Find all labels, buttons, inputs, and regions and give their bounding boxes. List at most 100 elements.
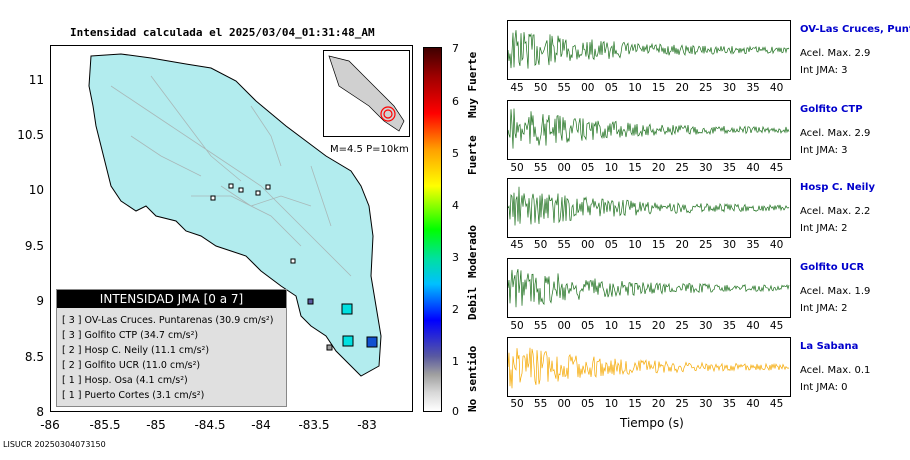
legend-row: [ 3 ] Golfito CTP (34.7 cm/s²)	[62, 330, 199, 341]
time-tick-label: 20	[651, 398, 666, 410]
time-tick-label: 50	[533, 82, 548, 94]
time-tick-label: 45	[510, 239, 524, 251]
waveform-panel[interactable]	[507, 20, 791, 80]
time-tick-label: 05	[604, 82, 619, 94]
time-tick-label: 25	[675, 162, 689, 174]
station-marker	[342, 335, 354, 347]
time-tick-label: 45	[510, 82, 524, 94]
intensity-colorbar	[423, 47, 442, 412]
time-tick-row: 45 50 55 00 05 10 15 20 25 30 35 40	[507, 82, 791, 94]
location-inset-map	[323, 50, 410, 137]
lat-tick: 9.5	[24, 239, 44, 253]
time-tick-label: 05	[604, 239, 619, 251]
time-tick-label: 40	[769, 82, 784, 94]
colorbar-word: Debil	[466, 286, 479, 320]
colorbar-word: Fuerte	[466, 135, 479, 175]
station-marker	[366, 336, 378, 348]
waveform-trace	[508, 347, 790, 389]
time-tick-label: 45	[769, 162, 784, 174]
time-tick-label: 20	[651, 320, 666, 332]
waveform-trace	[508, 30, 790, 69]
lon-tick: -85	[146, 418, 166, 432]
station-marker	[326, 344, 333, 351]
station-accel: Acel. Max. 2.9	[800, 48, 871, 59]
legend-row: [ 1 ] Puerto Cortes (3.1 cm/s²)	[62, 390, 205, 401]
colorbar-tick: 7	[452, 42, 459, 55]
time-tick-label: 00	[557, 320, 571, 332]
waveform-trace	[508, 186, 790, 226]
time-tick-label: 00	[581, 82, 595, 94]
station-jma: Int JMA: 3	[800, 65, 848, 76]
lon-tick: -85.5	[89, 418, 121, 432]
time-tick-label: 45	[769, 398, 784, 410]
time-tick-label: 20	[675, 82, 689, 94]
waveform-panel[interactable]	[507, 178, 791, 238]
time-tick-label: 10	[604, 162, 619, 174]
time-tick-label: 25	[675, 398, 689, 410]
magnitude-depth-label: M=4.5 P=10km	[330, 144, 409, 155]
legend-row: [ 3 ] OV-Las Cruces. Puntarenas (30.9 cm…	[62, 315, 274, 326]
station-marker	[290, 258, 296, 264]
station-jma: Int JMA: 2	[800, 223, 848, 234]
station-name: Hosp C. Neily	[800, 182, 875, 193]
lat-tick: 8.5	[24, 350, 44, 364]
time-tick-label: 30	[699, 320, 713, 332]
time-tick-row: 45 50 55 00 05 10 15 20 25 30 35 40	[507, 239, 791, 251]
time-tick-label: 35	[722, 320, 737, 332]
waveform-trace	[508, 108, 790, 149]
road-network	[110, 75, 352, 277]
time-tick-label: 05	[581, 320, 595, 332]
time-tick-label: 10	[628, 82, 642, 94]
lat-tick: 11	[28, 73, 44, 87]
station-marker	[341, 303, 353, 315]
time-tick-label: 10	[604, 398, 619, 410]
station-accel: Acel. Max. 0.1	[800, 365, 871, 376]
time-tick-row: 50 55 00 05 10 15 20 25 30 35 40 45	[507, 162, 791, 174]
station-accel: Acel. Max. 1.9	[800, 286, 871, 297]
legend-row: [ 2 ] Golfito UCR (11.0 cm/s²)	[62, 360, 201, 371]
time-tick-label: 35	[746, 82, 760, 94]
station-marker	[210, 195, 216, 201]
station-jma: Int JMA: 0	[800, 382, 848, 393]
time-tick-label: 00	[557, 162, 571, 174]
footer-id: LISUCR 20250304073150	[3, 440, 106, 449]
station-name: La Sabana	[800, 341, 859, 352]
time-tick-row: 50 55 00 05 10 15 20 25 30 35 40 45	[507, 398, 791, 410]
time-tick-label: 15	[628, 162, 642, 174]
station-marker	[307, 298, 314, 305]
station-name: Golfito UCR	[800, 262, 865, 273]
time-tick-label: 55	[533, 398, 548, 410]
lon-tick: -84	[251, 418, 271, 432]
station-marker	[238, 187, 244, 193]
time-tick-label: 00	[557, 398, 571, 410]
time-tick-label: 55	[533, 320, 548, 332]
time-tick-label: 50	[510, 162, 524, 174]
time-tick-label: 10	[604, 320, 619, 332]
station-marker	[255, 190, 261, 196]
colorbar-tick: 5	[452, 147, 459, 160]
lon-tick: -86	[40, 418, 60, 432]
time-tick-label: 40	[746, 320, 760, 332]
colorbar-tick: 1	[452, 355, 459, 368]
time-tick-label: 55	[557, 239, 571, 251]
lon-tick: -83.5	[298, 418, 330, 432]
lat-tick: 10.5	[17, 128, 44, 142]
time-tick-label: 30	[722, 239, 737, 251]
station-name: OV-Las Cruces, Puntar	[800, 24, 910, 35]
waveform-panel[interactable]	[507, 100, 791, 160]
time-tick-label: 40	[746, 398, 760, 410]
time-tick-label: 50	[533, 239, 548, 251]
colorbar-word: Moderado	[466, 225, 479, 278]
lat-tick: 8	[36, 405, 44, 419]
time-tick-label: 35	[746, 239, 760, 251]
waveform-panel[interactable]	[507, 258, 791, 318]
costa-rica-map	[88, 53, 382, 377]
waveform-panel[interactable]	[507, 337, 791, 397]
station-jma: Int JMA: 3	[800, 145, 848, 156]
colorbar-tick: 2	[452, 303, 459, 316]
time-tick-label: 40	[769, 239, 784, 251]
time-tick-label: 30	[699, 162, 713, 174]
time-tick-label: 55	[557, 82, 571, 94]
time-tick-label: 10	[628, 239, 642, 251]
time-tick-label: 35	[722, 162, 737, 174]
